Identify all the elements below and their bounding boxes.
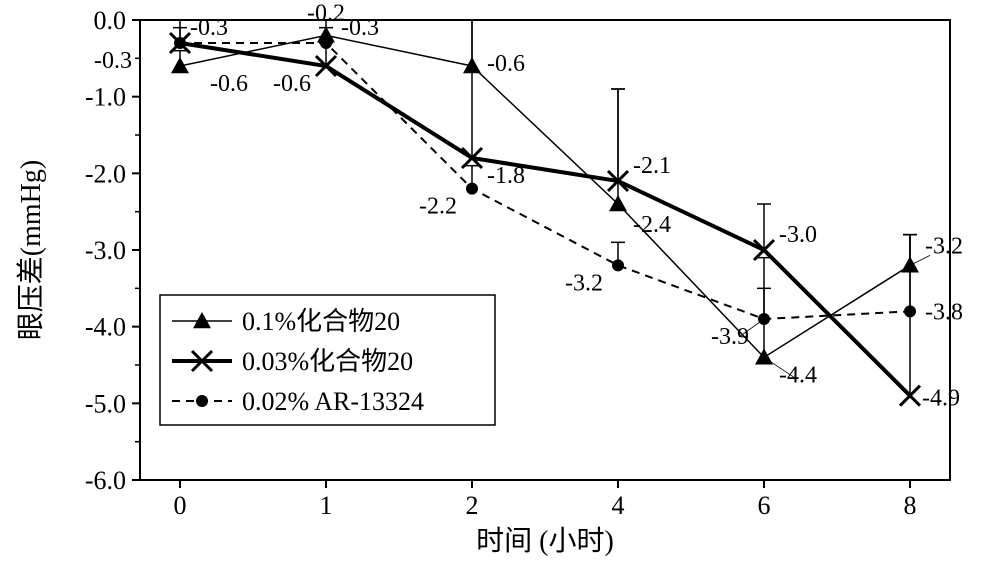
data-label: -1.8 (487, 163, 525, 189)
y-tick-label: -1.0 (85, 83, 126, 112)
chart-container: -6.0 -5.0 -4.0 -3.0 -2.0 -1.0 0.0 0 1 2 4 6 8 时间 (小时)… (0, 0, 1000, 586)
data-label: -2.2 (419, 194, 457, 220)
data-label: -0.3 (341, 15, 379, 41)
y-tick-label: -5.0 (85, 389, 126, 418)
triangle-marker (193, 312, 211, 328)
y-tick-label: -2.0 (85, 159, 126, 188)
x-axis-label: 时间 (小时) (476, 525, 614, 557)
data-label: -3.2 (925, 233, 963, 259)
legend-label: 0.02% AR-13324 (242, 387, 424, 416)
data-label: -0.3 (94, 48, 132, 74)
data-label: -0.6 (210, 71, 248, 97)
y-tick-label: -6.0 (85, 466, 126, 495)
x-tick-label: 1 (320, 491, 333, 520)
data-label: -3.8 (925, 299, 963, 325)
circle-marker (174, 37, 186, 49)
circle-marker (196, 395, 208, 407)
data-label: -2.1 (633, 153, 671, 179)
y-tick-label: -4.0 (85, 313, 126, 342)
y-axis-label: 眼压差(mmHg) (15, 160, 47, 340)
legend-label: 0.03%化合物20 (242, 347, 413, 376)
data-label: -3.9 (711, 324, 749, 350)
x-tick-label: 6 (758, 491, 771, 520)
circle-marker (612, 259, 624, 271)
data-label: -0.2 (307, 0, 345, 26)
line-chart: -6.0 -5.0 -4.0 -3.0 -2.0 -1.0 0.0 0 1 2 4 6 8 时间 (小时)… (0, 0, 1000, 586)
data-label: -0.3 (190, 15, 228, 41)
data-label: -3.2 (565, 270, 603, 296)
data-label: -4.4 (779, 362, 817, 388)
x-tick-label: 0 (174, 491, 187, 520)
circle-marker (466, 183, 478, 195)
circle-marker (904, 305, 916, 317)
x-tick-label: 2 (466, 491, 479, 520)
circle-marker (320, 37, 332, 49)
x-tick-label: 4 (612, 491, 625, 520)
y-tick-label: 0.0 (94, 6, 127, 35)
y-tick-label: -3.0 (85, 236, 126, 265)
legend-label: 0.1%化合物20 (242, 307, 400, 336)
data-label: -2.4 (633, 212, 671, 238)
data-label: -4.9 (922, 386, 960, 412)
data-label: -0.6 (273, 71, 311, 97)
data-label: -0.6 (487, 51, 525, 77)
x-tick-label: 8 (904, 491, 917, 520)
data-label: -3.0 (779, 222, 817, 248)
